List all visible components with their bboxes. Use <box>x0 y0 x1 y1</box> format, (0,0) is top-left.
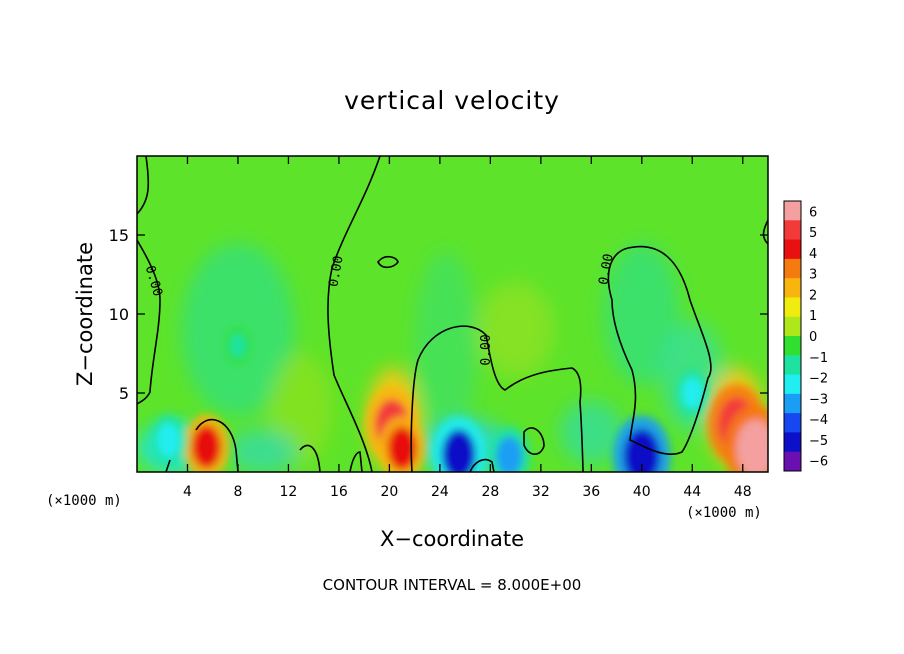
colorbar-label: 3 <box>809 268 817 283</box>
contour-line <box>410 325 584 472</box>
colorbar-swatch <box>784 239 801 260</box>
colorbar-swatch <box>784 316 801 337</box>
colorbar-frame <box>783 200 802 472</box>
velocity-field <box>137 156 768 472</box>
velocity-feature-8 <box>496 436 523 472</box>
contour-label: 0.00 <box>596 253 616 286</box>
colorbar-swatch <box>784 432 801 453</box>
colorbar-label: −5 <box>809 434 828 449</box>
velocity-feature-9 <box>623 429 660 472</box>
colorbar-label: −4 <box>809 413 828 428</box>
velocity-feature-10 <box>229 333 247 359</box>
colorbar-label: 6 <box>809 205 817 220</box>
y-axis-label: Z−coordinate <box>73 242 97 386</box>
colorbar-label: −2 <box>809 372 828 387</box>
colorbar-swatch <box>784 201 801 221</box>
x-tick-label: 48 <box>734 484 752 500</box>
x-tick-label: 28 <box>481 484 499 500</box>
contour-line <box>195 418 239 472</box>
contour-line <box>137 156 150 215</box>
contour-line <box>523 427 545 455</box>
contour-line <box>469 458 495 472</box>
x-unit-left: (×1000 m) <box>46 493 122 509</box>
x-tick-label: 44 <box>683 484 701 500</box>
velocity-feature-5 <box>736 419 768 472</box>
contour-label: 0.00 <box>479 334 494 365</box>
x-tick-label: 32 <box>532 484 550 500</box>
contour-line <box>762 219 768 245</box>
colorbar-label: 2 <box>809 288 817 303</box>
contour-line <box>607 245 712 455</box>
x-tick-label: 16 <box>330 484 348 500</box>
colorbar-label: −6 <box>809 455 828 470</box>
contour-line <box>349 451 363 472</box>
colorbar-label: 0 <box>809 330 817 345</box>
colorbar-swatch <box>784 297 801 318</box>
colorbar-swatch <box>784 258 801 279</box>
colorbar-swatch <box>784 220 801 241</box>
y-tick-label: 15 <box>109 226 129 245</box>
x-tick-label: 24 <box>431 484 449 500</box>
colorbar-swatch <box>784 355 801 376</box>
x-axis-label: X−coordinate <box>380 527 524 551</box>
colorbar-swatch <box>784 393 801 414</box>
colorbar-label: 4 <box>809 247 817 262</box>
contour-interval-note: CONTOUR INTERVAL = 8.000E+00 <box>322 576 582 594</box>
colorbar-label: −3 <box>809 392 828 407</box>
x-tick-label: 36 <box>582 484 600 500</box>
chart-title: vertical velocity <box>344 86 560 115</box>
velocity-feature-6 <box>157 423 181 458</box>
contour-line <box>377 255 399 269</box>
y-tick-label: 5 <box>119 384 129 403</box>
x-tick-label: 8 <box>233 484 242 500</box>
colorbar-swatch <box>784 278 801 298</box>
x-tick-label: 4 <box>183 484 192 500</box>
contour-line <box>137 239 161 405</box>
x-tick-label: 40 <box>633 484 651 500</box>
colorbar-label: −1 <box>809 351 828 366</box>
colorbar-swatch <box>784 374 801 395</box>
colorbar-swatch <box>784 413 801 433</box>
velocity-feature-1 <box>192 425 221 469</box>
contour-line <box>299 444 321 472</box>
colorbar: 6 5 4 3 2 1 0 −1 −2 −3 −4 −5 −6 <box>783 200 828 472</box>
contour-line <box>327 156 381 472</box>
x-unit-right: (×1000 m) <box>686 505 762 521</box>
velocity-feature-7 <box>442 429 476 472</box>
colorbar-label: 5 <box>809 226 817 241</box>
contour-line <box>165 459 171 472</box>
colorbar-swatch <box>784 336 801 356</box>
x-tick-label: 20 <box>380 484 398 500</box>
colorbar-swatch <box>784 451 801 472</box>
velocity-feature-11 <box>681 377 703 409</box>
velocity-feature-3 <box>387 426 417 470</box>
colorbar-label: 1 <box>809 309 817 324</box>
x-tick-label: 12 <box>280 484 298 500</box>
y-tick-label: 10 <box>109 305 129 324</box>
contour-label: 0.00 <box>326 255 346 288</box>
